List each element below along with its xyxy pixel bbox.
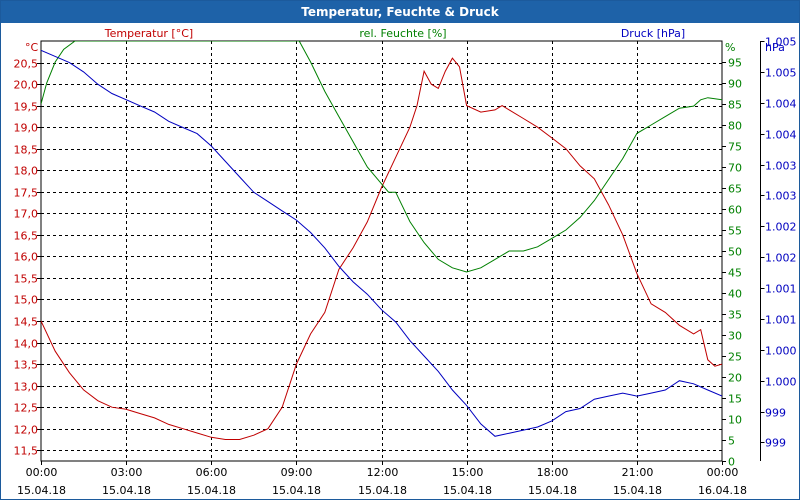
pressure-tick-label: 1.002 bbox=[765, 252, 797, 265]
x-tick-label-time: 21:00 bbox=[622, 466, 654, 479]
x-tick-label-time: 15:00 bbox=[452, 466, 484, 479]
x-tick-label-date: 15.04.18 bbox=[102, 484, 151, 497]
humidity-tick-label: 85 bbox=[728, 99, 742, 112]
humidity-tick-label: 60 bbox=[728, 204, 742, 217]
x-tick-label-date: 15.04.18 bbox=[187, 484, 236, 497]
series-line-temperature bbox=[41, 57, 722, 440]
x-tick-label-date: 15.04.18 bbox=[17, 484, 66, 497]
x-tick-label-time: 00:00 bbox=[707, 466, 739, 479]
temperature-tick-label: 13,0 bbox=[14, 381, 39, 394]
humidity-tick-label: 10 bbox=[728, 414, 742, 427]
temperature-tick-label: 11,5 bbox=[14, 445, 39, 458]
humidity-tick-label: 45 bbox=[728, 267, 742, 280]
pressure-tick-label: 1.005 bbox=[765, 36, 797, 49]
humidity-tick-label: 65 bbox=[728, 183, 742, 196]
pressure-tick-label: 1.000 bbox=[765, 345, 797, 358]
x-tick-label-time: 12:00 bbox=[367, 466, 399, 479]
humidity-unit-label: % bbox=[725, 41, 735, 54]
pressure-tick-label: 1.003 bbox=[765, 190, 797, 203]
pressure-tick-label: 999 bbox=[765, 407, 786, 420]
temperature-tick-label: 16,5 bbox=[14, 230, 39, 243]
temperature-tick-label: 19,0 bbox=[14, 122, 39, 135]
x-tick-label-date: 16.04.18 bbox=[698, 484, 747, 497]
pressure-tick-label: 1.004 bbox=[765, 129, 797, 142]
temperature-tick-label: 20,5 bbox=[14, 58, 39, 71]
temperature-tick-label: 15,5 bbox=[14, 273, 39, 286]
series-line-humidity bbox=[41, 41, 722, 273]
x-tick-label-date: 15.04.18 bbox=[613, 484, 662, 497]
humidity-tick-label: 30 bbox=[728, 330, 742, 343]
temperature-tick-label: 19,5 bbox=[14, 101, 39, 114]
x-tick-label-time: 06:00 bbox=[196, 466, 228, 479]
temperature-tick-label: 12,0 bbox=[14, 424, 39, 437]
temperature-tick-label: 16,0 bbox=[14, 251, 39, 264]
temperature-tick-label: 18,0 bbox=[14, 165, 39, 178]
legend-label-pressure: Druck [hPa] bbox=[621, 27, 685, 40]
humidity-tick-label: 5 bbox=[728, 435, 735, 448]
temperature-tick-label: 18,5 bbox=[14, 144, 39, 157]
temperature-tick-label: 15,0 bbox=[14, 294, 39, 307]
window-title: Temperatur, Feuchte & Druck bbox=[1, 1, 799, 23]
humidity-tick-label: 80 bbox=[728, 120, 742, 133]
x-tick-label-time: 09:00 bbox=[281, 466, 313, 479]
x-tick-label-date: 15.04.18 bbox=[358, 484, 407, 497]
temperature-tick-label: 20,0 bbox=[14, 79, 39, 92]
pressure-tick-label: 1.003 bbox=[765, 160, 797, 173]
x-tick-label-time: 18:00 bbox=[537, 466, 569, 479]
temperature-unit-label: °C bbox=[25, 41, 39, 54]
humidity-tick-label: 50 bbox=[728, 246, 742, 259]
humidity-tick-label: 35 bbox=[728, 309, 742, 322]
pressure-tick-label: 1.000 bbox=[765, 376, 797, 389]
humidity-tick-label: 25 bbox=[728, 351, 742, 364]
humidity-tick-label: 40 bbox=[728, 288, 742, 301]
pressure-tick-label: 1.005 bbox=[765, 67, 797, 80]
legend-label-humidity: rel. Feuchte [%] bbox=[359, 27, 446, 40]
temperature-tick-label: 13,5 bbox=[14, 359, 39, 372]
temperature-tick-label: 17,5 bbox=[14, 187, 39, 200]
humidity-tick-label: 90 bbox=[728, 78, 742, 91]
x-tick-label-date: 15.04.18 bbox=[528, 484, 577, 497]
pressure-tick-label: 1.001 bbox=[765, 314, 797, 327]
temperature-tick-label: 17,0 bbox=[14, 208, 39, 221]
temperature-tick-label: 14,5 bbox=[14, 316, 39, 329]
humidity-tick-label: 15 bbox=[728, 393, 742, 406]
humidity-tick-label: 75 bbox=[728, 141, 742, 154]
pressure-unit-label: hPa bbox=[765, 41, 785, 54]
humidity-tick-label: 20 bbox=[728, 372, 742, 385]
humidity-tick-label: 95 bbox=[728, 57, 742, 70]
temperature-tick-label: 14,0 bbox=[14, 338, 39, 351]
pressure-tick-label: 999 bbox=[765, 437, 786, 450]
legend-label-temperature: Temperatur [°C] bbox=[104, 27, 193, 40]
plot-area bbox=[40, 40, 723, 462]
pressure-tick-label: 1.004 bbox=[765, 98, 797, 111]
x-tick-label-time: 03:00 bbox=[111, 466, 143, 479]
humidity-tick-label: 0 bbox=[728, 456, 735, 469]
x-tick-label-time: 00:00 bbox=[26, 466, 58, 479]
pressure-tick-label: 1.001 bbox=[765, 283, 797, 296]
humidity-tick-label: 55 bbox=[728, 225, 742, 238]
temperature-tick-label: 12,5 bbox=[14, 402, 39, 415]
x-tick-label-date: 15.04.18 bbox=[272, 484, 321, 497]
x-tick-label-date: 15.04.18 bbox=[443, 484, 492, 497]
pressure-tick-label: 1.002 bbox=[765, 221, 797, 234]
series-line-pressure bbox=[41, 49, 722, 437]
humidity-tick-label: 70 bbox=[728, 162, 742, 175]
